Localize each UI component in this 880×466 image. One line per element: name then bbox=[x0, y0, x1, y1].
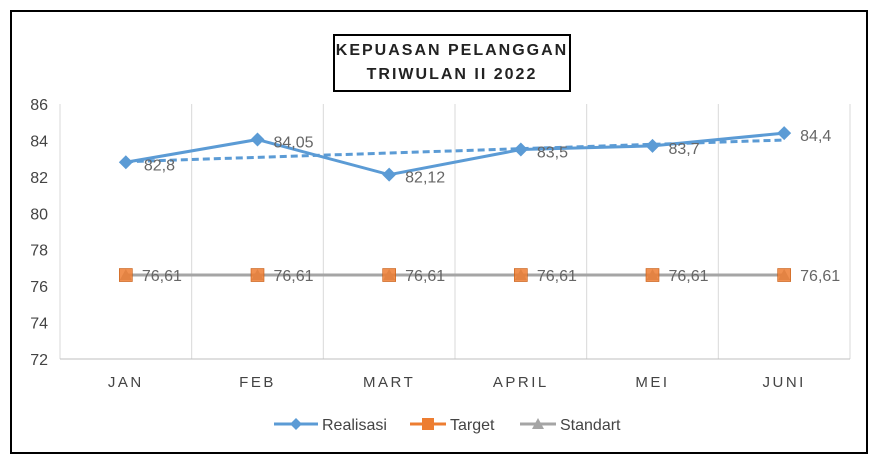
marker-target bbox=[119, 268, 133, 282]
legend-label-standart: Standart bbox=[560, 417, 621, 434]
data-label-realisasi: 83,5 bbox=[537, 145, 568, 162]
legend-label-realisasi: Realisasi bbox=[322, 417, 387, 434]
data-label-target: 76,61 bbox=[800, 268, 840, 285]
chart-title-box: KEPUASAN PELANGGAN TRIWULAN II 2022 bbox=[333, 34, 571, 92]
data-label-realisasi: 83,7 bbox=[669, 141, 700, 158]
marker-target bbox=[777, 268, 791, 282]
y-tick-label: 74 bbox=[30, 316, 48, 333]
y-tick-label: 78 bbox=[30, 243, 48, 260]
marker-target bbox=[514, 268, 528, 282]
chart-frame: 72 74 76 78 80 82 84 86 JAN FEB MART APRIL MEI JUNI 76… bbox=[10, 10, 868, 454]
y-tick-label: 72 bbox=[30, 352, 48, 369]
x-tick-label: FEB bbox=[239, 374, 276, 391]
series-line-realisasi bbox=[125, 131, 785, 177]
x-tick-label: MEI bbox=[635, 374, 669, 391]
y-tick-label: 86 bbox=[30, 97, 48, 114]
x-tick-label: MART bbox=[363, 374, 415, 391]
marker-realisasi bbox=[513, 142, 528, 157]
legend-marker-standart bbox=[532, 418, 544, 429]
chart-svg: 72 74 76 78 80 82 84 86 JAN FEB MART APRIL MEI JUNI 76… bbox=[30, 97, 851, 434]
y-tick-label: 84 bbox=[30, 133, 48, 150]
x-tick-label: JAN bbox=[108, 374, 144, 391]
marker-target bbox=[250, 268, 265, 282]
y-tick-label: 80 bbox=[30, 206, 48, 223]
data-label-target: 76,61 bbox=[669, 268, 709, 285]
chart-title-line-2: TRIWULAN II 2022 bbox=[366, 66, 538, 83]
marker-realisasi bbox=[250, 132, 265, 147]
marker-realisasi bbox=[382, 167, 397, 182]
data-label-target: 76,61 bbox=[274, 268, 314, 285]
x-tick-label: APRIL bbox=[493, 374, 549, 391]
y-tick-label: 82 bbox=[30, 170, 48, 187]
legend-label-target: Target bbox=[450, 417, 495, 434]
data-label-target: 76,61 bbox=[142, 268, 182, 285]
marker-realisasi bbox=[118, 155, 133, 170]
marker-target bbox=[382, 268, 396, 282]
y-tick-label: 76 bbox=[30, 279, 48, 296]
marker-target bbox=[645, 268, 660, 282]
x-tick-label: JUNI bbox=[762, 374, 805, 391]
data-label-realisasi: 84,05 bbox=[274, 135, 314, 152]
data-label-target: 76,61 bbox=[537, 268, 577, 285]
legend-marker-realisasi bbox=[290, 418, 302, 430]
data-label-target: 76,61 bbox=[405, 268, 445, 285]
data-label-realisasi: 82,12 bbox=[405, 170, 445, 187]
data-label-realisasi: 84,4 bbox=[800, 128, 831, 145]
marker-realisasi bbox=[777, 126, 792, 141]
data-label-realisasi: 82,8 bbox=[144, 157, 175, 174]
marker-realisasi bbox=[645, 138, 660, 153]
chart-title-line-1: KEPUASAN PELANGGAN bbox=[335, 42, 569, 59]
legend-marker-target bbox=[422, 418, 434, 430]
